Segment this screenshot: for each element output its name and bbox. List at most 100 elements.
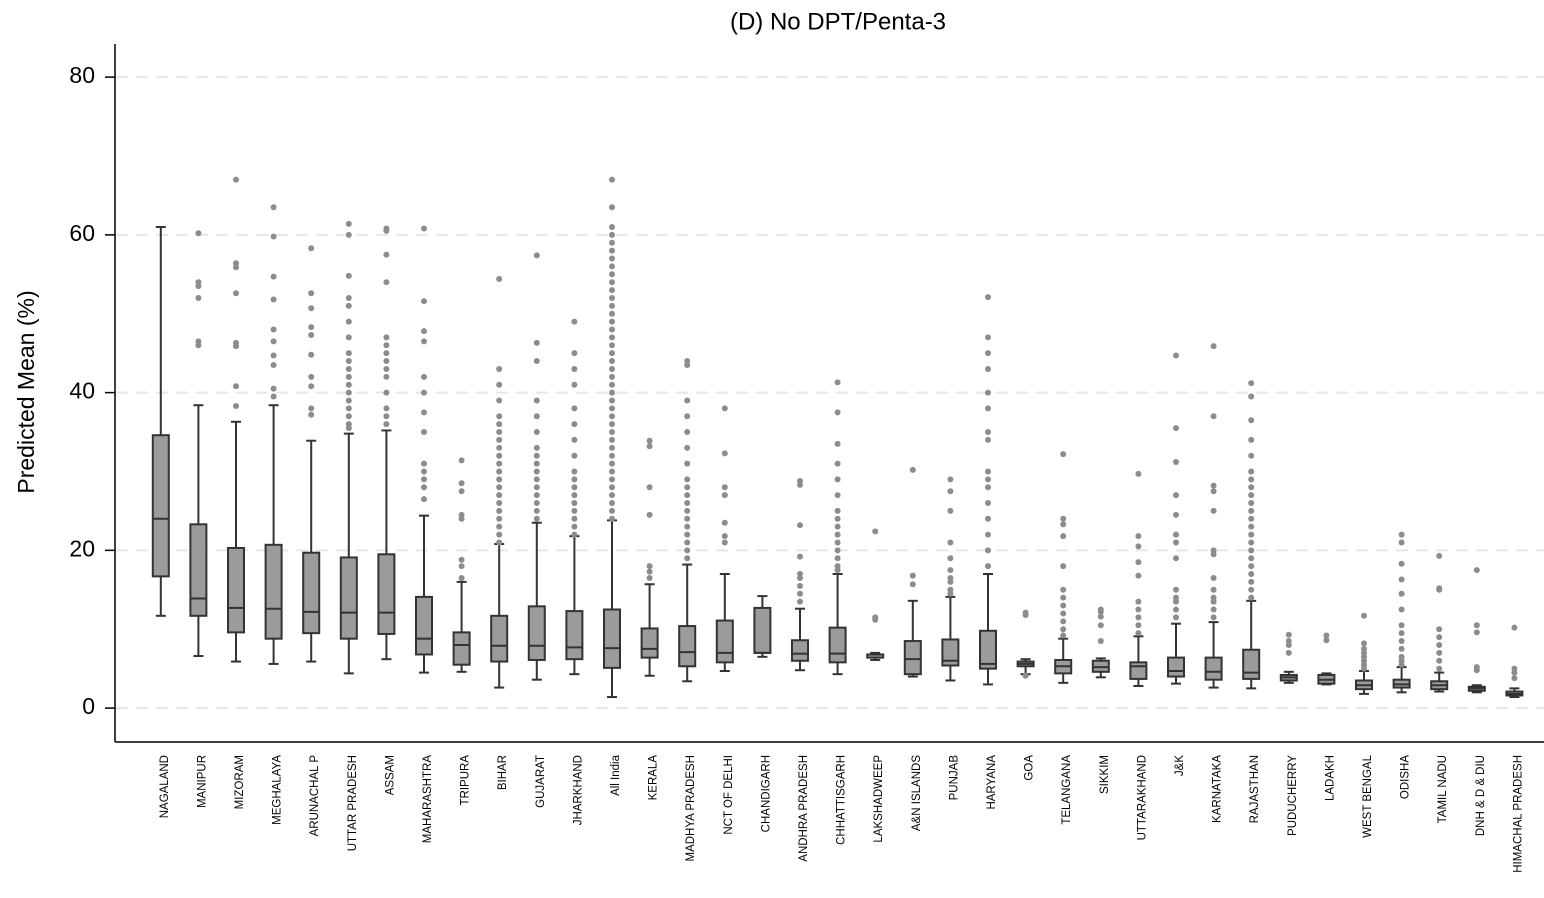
outlier — [345, 272, 352, 279]
outlier — [571, 350, 578, 357]
outlier — [1248, 571, 1255, 578]
outlier — [797, 522, 803, 529]
outlier — [1248, 531, 1255, 538]
outlier — [421, 338, 427, 345]
outlier — [1060, 515, 1067, 522]
outlier — [609, 492, 615, 499]
outlier — [421, 373, 427, 380]
x-tick-label: MAHARASHTRA — [422, 755, 434, 844]
outlier — [1436, 649, 1443, 656]
box — [1204, 656, 1223, 681]
outlier — [684, 547, 691, 554]
outlier — [1135, 630, 1142, 637]
outlier — [834, 440, 841, 447]
outlier — [496, 413, 503, 420]
outlier — [533, 476, 540, 483]
outlier — [1173, 586, 1179, 593]
outlier — [345, 350, 352, 357]
x-tick-label: GUJARAT — [535, 755, 547, 808]
x-tick-label: PUDUCHERRY — [1287, 755, 1299, 836]
outlier — [1060, 618, 1067, 625]
outlier — [1436, 552, 1443, 559]
outlier — [496, 421, 503, 428]
outlier — [1248, 539, 1255, 546]
outlier — [1361, 640, 1367, 647]
x-tick-label: All India — [610, 754, 622, 796]
outlier — [609, 468, 615, 475]
outlier — [496, 276, 503, 283]
outlier — [797, 553, 803, 560]
outlier — [609, 476, 615, 483]
outlier — [345, 220, 352, 227]
outlier — [571, 452, 578, 459]
outlier — [1210, 614, 1217, 621]
outlier — [308, 383, 315, 390]
outlier — [1060, 594, 1067, 601]
outlier — [533, 339, 540, 346]
outlier — [1097, 613, 1104, 620]
box — [302, 551, 321, 635]
outlier — [533, 444, 540, 451]
outlier — [1248, 547, 1255, 554]
outlier — [496, 365, 503, 372]
outlier — [684, 531, 691, 538]
outlier — [421, 389, 427, 396]
outlier — [684, 460, 691, 467]
x-tick-label: CHANDIGARH — [760, 755, 772, 832]
outlier — [1248, 417, 1255, 424]
outlier — [270, 385, 277, 392]
outlier — [834, 409, 841, 416]
box — [1129, 661, 1148, 680]
outlier — [684, 429, 691, 436]
outlier — [1511, 624, 1518, 631]
outlier — [1248, 594, 1255, 601]
outlier — [308, 290, 315, 297]
outlier — [421, 476, 427, 483]
outlier — [609, 176, 615, 183]
outlier — [308, 305, 315, 312]
x-tick-label: HIMACHAL PRADESH — [1512, 755, 1524, 873]
outlier — [1135, 533, 1142, 540]
outlier — [646, 437, 653, 444]
outlier — [308, 405, 315, 412]
outlier — [421, 328, 427, 335]
y-tick-label: 0 — [82, 693, 95, 719]
outlier — [1097, 638, 1104, 645]
outlier — [270, 338, 277, 345]
outlier — [233, 383, 239, 390]
outlier — [684, 358, 691, 365]
outlier — [947, 539, 954, 546]
outlier — [1210, 574, 1217, 581]
outlier — [233, 260, 239, 267]
outlier — [609, 405, 615, 412]
outlier — [609, 223, 615, 230]
box — [941, 638, 960, 667]
outlier — [1436, 657, 1443, 664]
outlier — [947, 555, 954, 562]
outlier — [383, 405, 390, 412]
outlier — [345, 302, 352, 309]
x-tick-label: LAKSHADWEEP — [873, 755, 885, 843]
x-tick-label: NCT OF DELHI — [723, 755, 735, 835]
outlier — [985, 515, 991, 522]
outlier — [533, 492, 540, 499]
outlier — [985, 500, 991, 507]
x-tick-label: ANDHRA PRADESH — [798, 755, 810, 862]
outlier — [1210, 547, 1217, 554]
outlier — [609, 255, 615, 262]
outlier — [383, 373, 390, 380]
outlier — [496, 523, 503, 530]
outlier — [1398, 539, 1405, 546]
outlier — [1436, 641, 1443, 648]
outlier — [533, 507, 540, 514]
box — [151, 434, 170, 578]
outlier — [533, 252, 540, 259]
x-tick-label: CHHATTISGARH — [836, 755, 848, 845]
outlier — [1285, 631, 1292, 638]
outlier — [609, 271, 615, 278]
outlier — [985, 365, 991, 372]
outlier — [609, 373, 615, 380]
outlier — [270, 233, 277, 240]
outlier — [646, 574, 653, 581]
